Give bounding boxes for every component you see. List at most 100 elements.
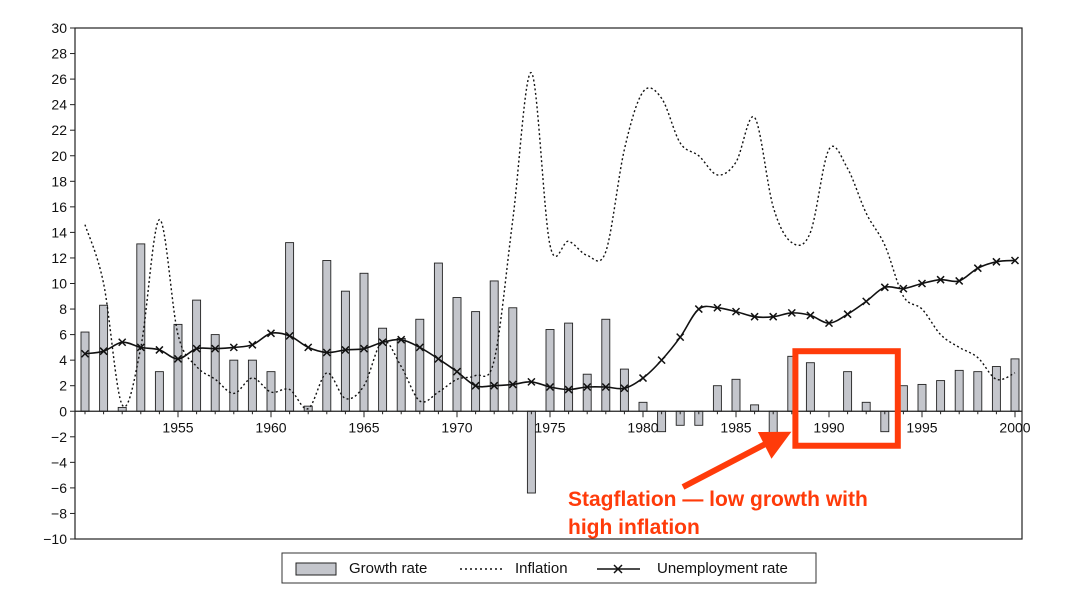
unemployment-rate-marker	[285, 331, 294, 340]
y-tick-label: 22	[51, 122, 67, 138]
growth-rate-bar	[805, 362, 815, 412]
inflation-line	[84, 71, 1016, 410]
growth-rate-bar	[285, 242, 295, 412]
unemployment-rate-marker	[992, 257, 1001, 266]
unemployment-rate-marker	[80, 349, 90, 358]
unemployment-rate-marker	[713, 303, 722, 312]
growth-rate-bar	[173, 323, 183, 412]
unemployment-rate-marker	[229, 343, 238, 352]
growth-rate-bars	[80, 242, 1020, 494]
y-tick-label: 6	[59, 327, 67, 343]
growth-rate-bar	[80, 331, 90, 412]
unemployment-rate-marker	[694, 305, 703, 314]
growth-rate-bar	[508, 307, 518, 412]
annotation-text-line-1: Stagflation — low growth with	[568, 488, 868, 511]
growth-rate-bar	[601, 318, 611, 412]
y-tick-label: 28	[51, 46, 67, 62]
line-series	[80, 71, 1020, 410]
unemployment-rate-marker	[1010, 256, 1020, 265]
growth-rate-bar	[99, 304, 109, 412]
growth-rate-bar	[229, 359, 239, 412]
y-tick-label: −4	[51, 454, 67, 470]
unemployment-rate-marker	[843, 310, 852, 319]
growth-rate-bar	[322, 260, 332, 412]
unemployment-rate-marker	[452, 367, 462, 376]
growth-rate-bar	[471, 311, 481, 412]
growth-rate-bar	[991, 366, 1001, 412]
unemployment-rate-marker	[434, 354, 443, 363]
x-tick-label: 1965	[348, 419, 379, 435]
growth-rate-bar	[750, 404, 760, 412]
unemployment-rate-marker	[322, 348, 331, 357]
growth-rate-bar	[973, 371, 983, 412]
y-tick-label: 12	[51, 250, 67, 266]
unemployment-rate-marker	[378, 338, 387, 347]
x-tick-label: 1980	[627, 419, 658, 435]
growth-rate-bar	[731, 378, 741, 412]
unemployment-rate-marker	[899, 284, 908, 293]
growth-rate-bar	[917, 383, 927, 412]
plot-frame	[74, 27, 1023, 540]
y-tick-label: 30	[51, 20, 67, 36]
y-tick-label: 24	[51, 97, 67, 113]
unemployment-rate-marker	[118, 338, 127, 347]
legend-swatch-unemployment-marker	[613, 564, 623, 574]
y-tick-label: −8	[51, 505, 67, 521]
annotation-arrow-head	[757, 431, 792, 459]
x-tick-label: 1990	[813, 419, 844, 435]
growth-rate-bar	[433, 262, 443, 412]
unemployment-rate-marker	[508, 380, 517, 389]
growth-rate-bar	[712, 385, 722, 412]
y-tick-label: −10	[43, 531, 67, 547]
unemployment-rate-marker	[397, 335, 406, 344]
x-tick-label: 1970	[441, 419, 472, 435]
unemployment-rate-marker	[471, 381, 480, 390]
unemployment-rate-marker	[490, 381, 499, 390]
unemployment-rate-marker	[657, 356, 666, 365]
growth-rate-bar	[192, 299, 202, 412]
growth-rate-bar	[582, 373, 592, 412]
unemployment-rate-marker	[248, 340, 257, 349]
unemployment-rate-marker	[211, 344, 220, 353]
growth-rate-bar	[638, 401, 648, 412]
unemployment-rate-marker	[173, 354, 183, 363]
y-tick-label: 16	[51, 199, 67, 215]
growth-rate-bar	[415, 318, 425, 412]
unemployment-rate-marker	[638, 374, 648, 383]
unemployment-rate-marker	[266, 329, 276, 338]
growth-rate-bar	[861, 401, 871, 412]
annotation-arrow-shaft	[681, 435, 779, 490]
unemployment-rate-marker	[862, 297, 871, 306]
y-tick-label: 2	[59, 378, 67, 394]
unemployment-rate-marker	[583, 382, 592, 392]
unemployment-rate-marker	[824, 319, 834, 328]
unemployment-rate-marker	[545, 382, 555, 392]
annotation-text-line-2: high inflation	[568, 516, 700, 539]
x-tick-label: 1995	[906, 419, 937, 435]
growth-rate-bar	[154, 371, 164, 412]
y-tick-label: 10	[51, 276, 67, 292]
y-tick-label: 0	[59, 403, 67, 419]
unemployment-rate-marker	[806, 311, 815, 320]
unemployment-rate-marker	[955, 276, 964, 285]
growth-rate-bar	[880, 410, 890, 433]
growth-rate-bar	[657, 410, 667, 433]
unemployment-rate-marker	[304, 343, 313, 352]
unemployment-rate-marker	[564, 385, 573, 394]
unemployment-rate-marker	[936, 275, 945, 284]
y-tick-label: −2	[51, 429, 67, 445]
y-tick-label: −6	[51, 480, 67, 496]
unemployment-rate-marker	[99, 347, 108, 356]
growth-rate-bar	[564, 322, 574, 412]
y-tick-label: 8	[59, 301, 67, 317]
annotation: Stagflation — low growth with high infla…	[568, 348, 901, 539]
growth-rate-bar	[936, 380, 946, 412]
growth-rate-bar	[545, 329, 555, 412]
unemployment-rate-marker	[769, 312, 778, 321]
zero-line-layer: 1955 1960 1965 1970 1975 1980 1985 1990 1995 2000	[75, 410, 1031, 435]
legend-label-inflation: Inflation	[515, 560, 568, 577]
growth-rate-bar	[247, 359, 257, 412]
y-tick-label: 18	[51, 173, 67, 189]
